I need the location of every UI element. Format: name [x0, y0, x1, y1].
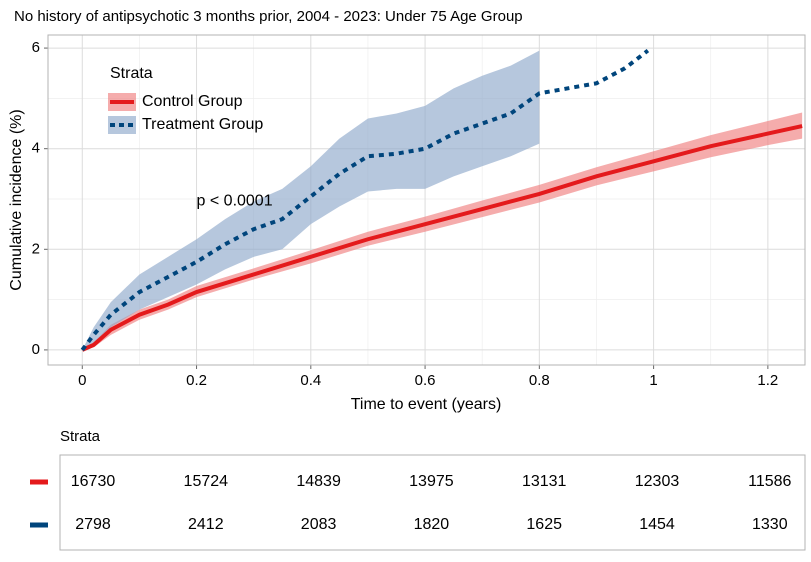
- risk-table-count: 14839: [296, 473, 341, 490]
- plot-border: [47, 34, 806, 366]
- p-value: p < 0.0001: [197, 193, 273, 210]
- x-tick-label: 1: [649, 372, 657, 389]
- risk-table-title: Strata: [60, 428, 101, 445]
- y-tick-label: 6: [32, 39, 40, 56]
- x-tick-label: 0: [78, 372, 86, 389]
- y-tick-label: 0: [32, 341, 40, 358]
- x-axis-label: Time to event (years): [351, 396, 502, 413]
- x-tick-label: 1.2: [757, 372, 778, 389]
- confidence-band: [82, 50, 540, 350]
- risk-table-count: 12303: [635, 473, 680, 490]
- risk-table-count: 2083: [301, 516, 337, 533]
- risk-table-count: 13975: [409, 473, 454, 490]
- risk-table-count: 1820: [414, 516, 450, 533]
- x-tick-label: 0.6: [415, 372, 436, 389]
- confidence-band: [82, 112, 803, 350]
- legend-title: Strata: [110, 65, 153, 82]
- y-axis-label: Cumulative incidence (%): [8, 109, 25, 290]
- y-tick-label: 4: [32, 140, 40, 157]
- x-tick-label: 0.2: [186, 372, 207, 389]
- legend-label: Control Group: [142, 93, 243, 110]
- risk-table-count: 16730: [71, 473, 116, 490]
- y-tick-label: 2: [32, 240, 40, 257]
- chart-title: No history of antipsychotic 3 months pri…: [14, 8, 523, 25]
- risk-table-count: 1454: [639, 516, 675, 533]
- risk-table-count: 13131: [522, 473, 567, 490]
- series-line: [81, 124, 803, 352]
- risk-table-count: 2798: [75, 516, 111, 533]
- risk-table-count: 15724: [184, 473, 229, 490]
- risk-table-count: 1625: [526, 516, 562, 533]
- risk-table-count: 11586: [748, 473, 791, 490]
- x-tick-label: 0.8: [529, 372, 550, 389]
- risk-table-box: [59, 454, 806, 551]
- risk-table-count: 2412: [188, 516, 224, 533]
- series-line: [80, 49, 650, 352]
- x-tick-label: 0.4: [300, 372, 321, 389]
- risk-table-count: 1330: [752, 516, 788, 533]
- plot-panel: [48, 35, 805, 365]
- legend-label: Treatment Group: [142, 116, 263, 133]
